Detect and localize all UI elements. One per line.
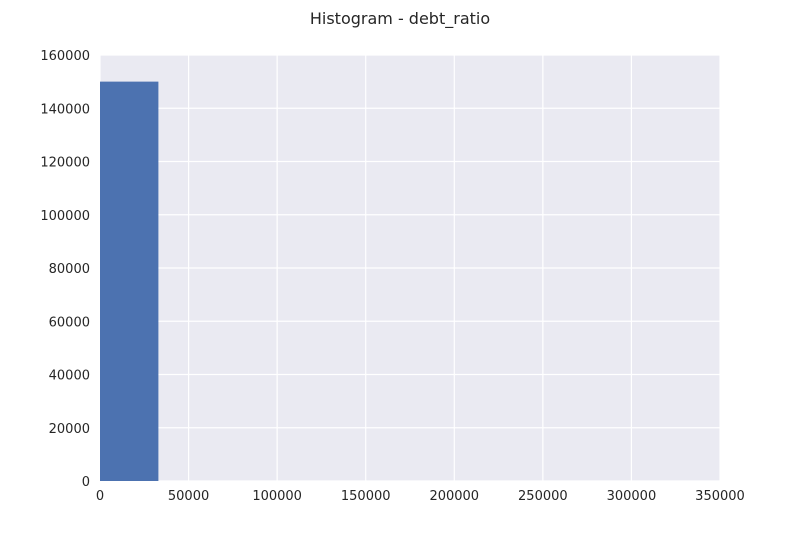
y-tick-label: 100000	[40, 209, 90, 224]
x-tick-label: 150000	[341, 489, 391, 504]
y-tick-label: 160000	[40, 49, 90, 64]
y-tick-label: 80000	[49, 262, 90, 277]
y-tick-label: 0	[82, 475, 90, 490]
x-tick-label: 200000	[429, 489, 479, 504]
x-tick-label: 350000	[695, 489, 745, 504]
histogram-bar	[100, 81, 159, 481]
x-tick-label: 250000	[518, 489, 568, 504]
x-tick-labels: 0 50000 100000 150000 200000 250000 300000 3500…	[96, 489, 745, 504]
y-tick-label: 60000	[49, 315, 90, 330]
y-tick-labels: 0 20000 40000 60000 80000 100000 120000 140000 1…	[40, 49, 90, 490]
chart-title: Histogram - debt_ratio	[309, 9, 491, 28]
y-tick-label: 140000	[40, 102, 90, 117]
x-tick-label: 0	[96, 489, 104, 504]
x-tick-label: 300000	[607, 489, 657, 504]
x-tick-label: 100000	[252, 489, 302, 504]
y-tick-label: 120000	[40, 156, 90, 171]
y-tick-label: 40000	[49, 369, 90, 384]
y-tick-label: 20000	[49, 422, 90, 437]
x-tick-label: 50000	[168, 489, 209, 504]
bars	[100, 81, 159, 481]
